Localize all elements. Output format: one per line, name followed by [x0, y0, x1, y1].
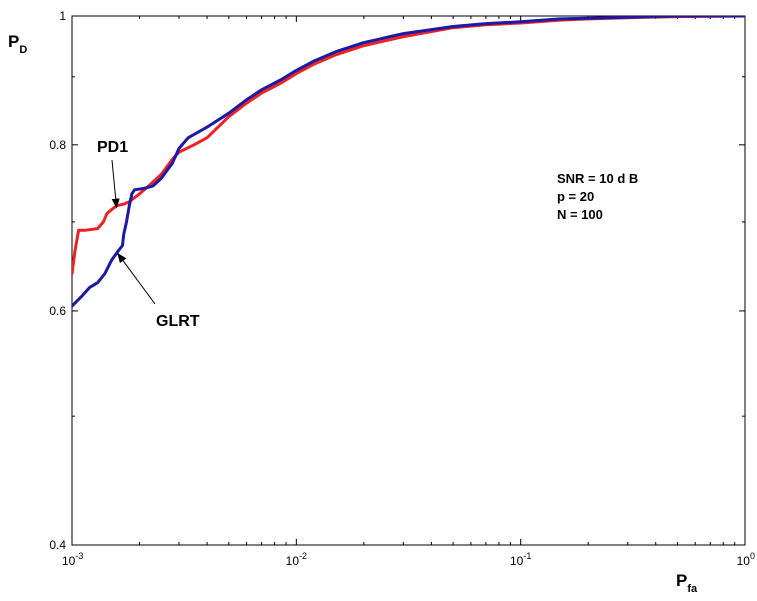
x-axis-title-sub: fa: [687, 583, 698, 595]
x-tick-label: 100: [737, 551, 755, 568]
params-n: N = 100: [557, 207, 603, 222]
x-tick-label-exp: -2: [299, 551, 307, 561]
annotation-pd1-label: PD1: [97, 139, 128, 156]
x-axis-title-main: P: [676, 571, 687, 590]
x-tick-label-base: 10: [737, 554, 751, 568]
x-tick-label-base: 10: [286, 554, 300, 568]
y-tick-label: 0.4: [49, 538, 66, 552]
x-tick-label-exp: -3: [75, 551, 83, 561]
annotation-glrt-arrow: [117, 252, 156, 305]
y-axis-ticks: 0.4 0.6 0.8 1: [49, 9, 745, 552]
y-tick-label: 1: [59, 9, 66, 23]
x-axis-ticks: 10-3 10-2 10-1 100: [62, 16, 755, 568]
params-snr: SNR = 10 d B: [557, 171, 638, 186]
params-text: SNR = 10 d B p = 20 N = 100: [557, 171, 638, 222]
annotation-pd1-arrow: [111, 159, 120, 209]
x-axis-title: Pfa: [676, 571, 698, 595]
plot-area: [71, 15, 746, 546]
y-tick-label: 0.8: [49, 138, 66, 152]
y-axis-title-sub: D: [19, 44, 27, 56]
x-tick-label-exp: -1: [523, 551, 531, 561]
y-tick-label: 0.6: [49, 304, 66, 318]
annotation-layer: PD1 GLRT: [97, 139, 200, 330]
y-axis-title: PD: [8, 32, 27, 56]
x-tick-label-base: 10: [62, 554, 76, 568]
x-tick-label-exp: 0: [750, 551, 755, 561]
x-tick-label-base: 10: [510, 554, 524, 568]
series-layer: [72, 16, 745, 308]
x-tick-label: 10-1: [510, 551, 531, 568]
x-tick-label: 10-2: [286, 551, 307, 568]
annotation-glrt-label: GLRT: [156, 313, 200, 330]
y-axis-title-main: P: [8, 32, 19, 51]
series-line-glrt: [72, 16, 745, 308]
params-p: p = 20: [557, 189, 594, 204]
x-tick-label: 10-3: [62, 551, 83, 568]
